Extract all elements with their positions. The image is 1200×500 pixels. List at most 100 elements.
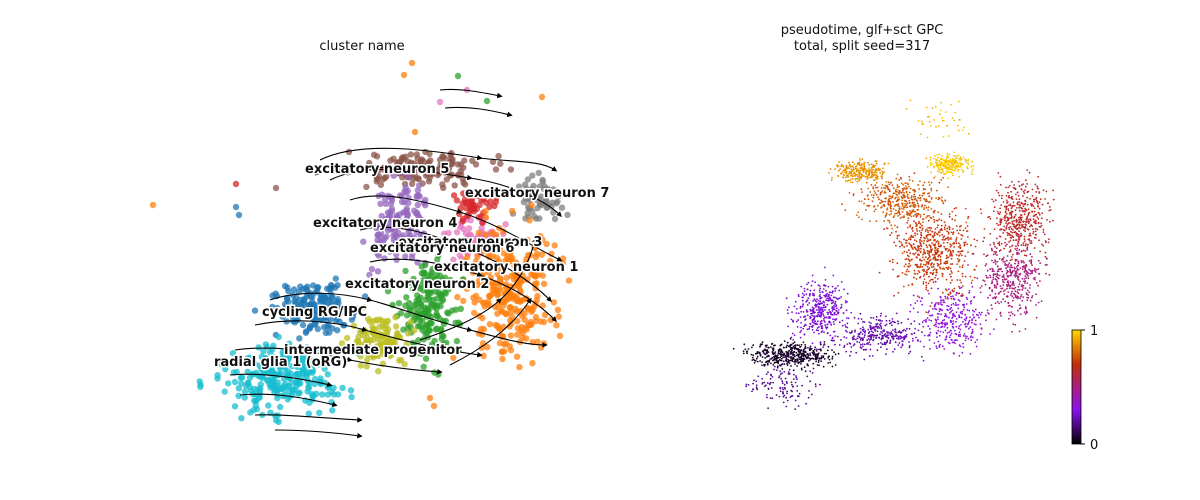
pseudotime-point bbox=[999, 218, 1002, 221]
cluster-point bbox=[327, 316, 334, 323]
pseudotime-point bbox=[1028, 291, 1031, 293]
outlier-point bbox=[232, 203, 240, 211]
pseudotime-point bbox=[965, 296, 968, 299]
pseudotime-point bbox=[900, 178, 903, 180]
pseudotime-point bbox=[867, 161, 869, 164]
pseudotime-point bbox=[941, 272, 944, 275]
pseudotime-point bbox=[1033, 247, 1036, 249]
pseudotime-point bbox=[1011, 205, 1014, 208]
pseudotime-point bbox=[980, 333, 982, 336]
pseudotime-point bbox=[1014, 290, 1017, 293]
cluster-point bbox=[375, 368, 382, 375]
cluster-point bbox=[231, 378, 239, 386]
pseudotime-point bbox=[1007, 191, 1009, 194]
pseudotime-point bbox=[905, 191, 908, 194]
cluster-point bbox=[340, 168, 347, 175]
pseudotime-point bbox=[964, 313, 967, 316]
pseudotime-point bbox=[1023, 238, 1026, 241]
pseudotime-point bbox=[932, 263, 935, 266]
pseudotime-point bbox=[1027, 220, 1030, 223]
pseudotime-point bbox=[1023, 261, 1025, 264]
pseudotime-point bbox=[928, 184, 931, 186]
pseudotime-point bbox=[1013, 314, 1016, 317]
cluster-point bbox=[402, 253, 409, 260]
streamline bbox=[444, 106, 513, 118]
pseudotime-point bbox=[829, 361, 832, 364]
pseudotime-point bbox=[1004, 217, 1007, 219]
cluster-point bbox=[429, 265, 436, 273]
cluster-point bbox=[462, 181, 469, 188]
pseudotime-point bbox=[1009, 249, 1012, 251]
cluster-point bbox=[413, 151, 421, 158]
pseudotime-point bbox=[871, 200, 874, 203]
pseudotime-point bbox=[993, 296, 996, 299]
pseudotime-point bbox=[974, 308, 977, 311]
pseudotime-point bbox=[918, 241, 921, 244]
cluster-point bbox=[330, 391, 338, 398]
pseudotime-point bbox=[945, 278, 948, 281]
pseudotime-point bbox=[878, 336, 881, 339]
pseudotime-point bbox=[947, 298, 949, 300]
cluster-point bbox=[262, 341, 270, 348]
pseudotime-point bbox=[961, 293, 964, 296]
pseudotime-point bbox=[907, 258, 910, 261]
pseudotime-point bbox=[827, 345, 830, 348]
pseudotime-point bbox=[930, 208, 933, 210]
pseudotime-point bbox=[1015, 227, 1018, 230]
pseudotime-point bbox=[929, 229, 932, 232]
pseudotime-point bbox=[860, 200, 863, 203]
pseudotime-point bbox=[1011, 245, 1013, 247]
pseudotime-point bbox=[828, 171, 830, 174]
pseudotime-point bbox=[1035, 282, 1038, 284]
pseudotime-point bbox=[944, 239, 946, 241]
cluster-point bbox=[460, 164, 467, 171]
pseudotime-point bbox=[921, 194, 924, 197]
pseudotime-point bbox=[927, 209, 929, 211]
pseudotime-point bbox=[861, 339, 864, 342]
pseudotime-point bbox=[831, 299, 834, 301]
pseudotime-point bbox=[949, 334, 952, 337]
pseudotime-point bbox=[910, 333, 913, 335]
pseudotime-point bbox=[885, 181, 888, 183]
pseudotime-point bbox=[952, 320, 955, 322]
pseudotime-point bbox=[849, 354, 851, 357]
pseudotime-point bbox=[863, 343, 866, 346]
pseudotime-point bbox=[994, 252, 997, 255]
pseudotime-point bbox=[984, 264, 987, 267]
pseudotime-point bbox=[802, 341, 805, 344]
cluster-point bbox=[539, 176, 546, 184]
cluster-point bbox=[294, 316, 301, 324]
pseudotime-point bbox=[1018, 216, 1020, 219]
pseudotime-point bbox=[1034, 213, 1037, 216]
pseudotime-point bbox=[764, 357, 767, 359]
pseudotime-point bbox=[792, 369, 795, 372]
pseudotime-point bbox=[947, 186, 950, 189]
pseudotime-point bbox=[882, 186, 885, 189]
pseudotime-point bbox=[831, 365, 834, 368]
pseudotime-point bbox=[993, 228, 996, 231]
pseudotime-point bbox=[994, 261, 997, 263]
pseudotime-point bbox=[820, 331, 823, 334]
pseudotime-point bbox=[940, 227, 943, 230]
pseudotime-point bbox=[965, 326, 967, 328]
pseudotime-point bbox=[824, 279, 827, 281]
pseudotime-point bbox=[796, 365, 798, 367]
pseudotime-point bbox=[1000, 242, 1003, 245]
pseudotime-point bbox=[944, 288, 947, 291]
pseudotime-point bbox=[897, 322, 900, 325]
pseudotime-point bbox=[1008, 228, 1011, 231]
pseudotime-point bbox=[755, 357, 758, 360]
cluster-point bbox=[290, 286, 298, 293]
cluster-point bbox=[416, 322, 423, 329]
pseudotime-point bbox=[777, 361, 780, 364]
pseudotime-point bbox=[1046, 219, 1048, 221]
pseudotime-point bbox=[952, 231, 955, 234]
pseudotime-point bbox=[786, 352, 788, 354]
pseudotime-point bbox=[925, 288, 928, 291]
pseudotime-point bbox=[827, 297, 829, 300]
pseudotime-point bbox=[816, 303, 818, 306]
pseudotime-point bbox=[911, 201, 914, 204]
pseudotime-point bbox=[907, 318, 910, 320]
pseudotime-point bbox=[786, 341, 789, 344]
pseudotime-point bbox=[1024, 244, 1027, 247]
